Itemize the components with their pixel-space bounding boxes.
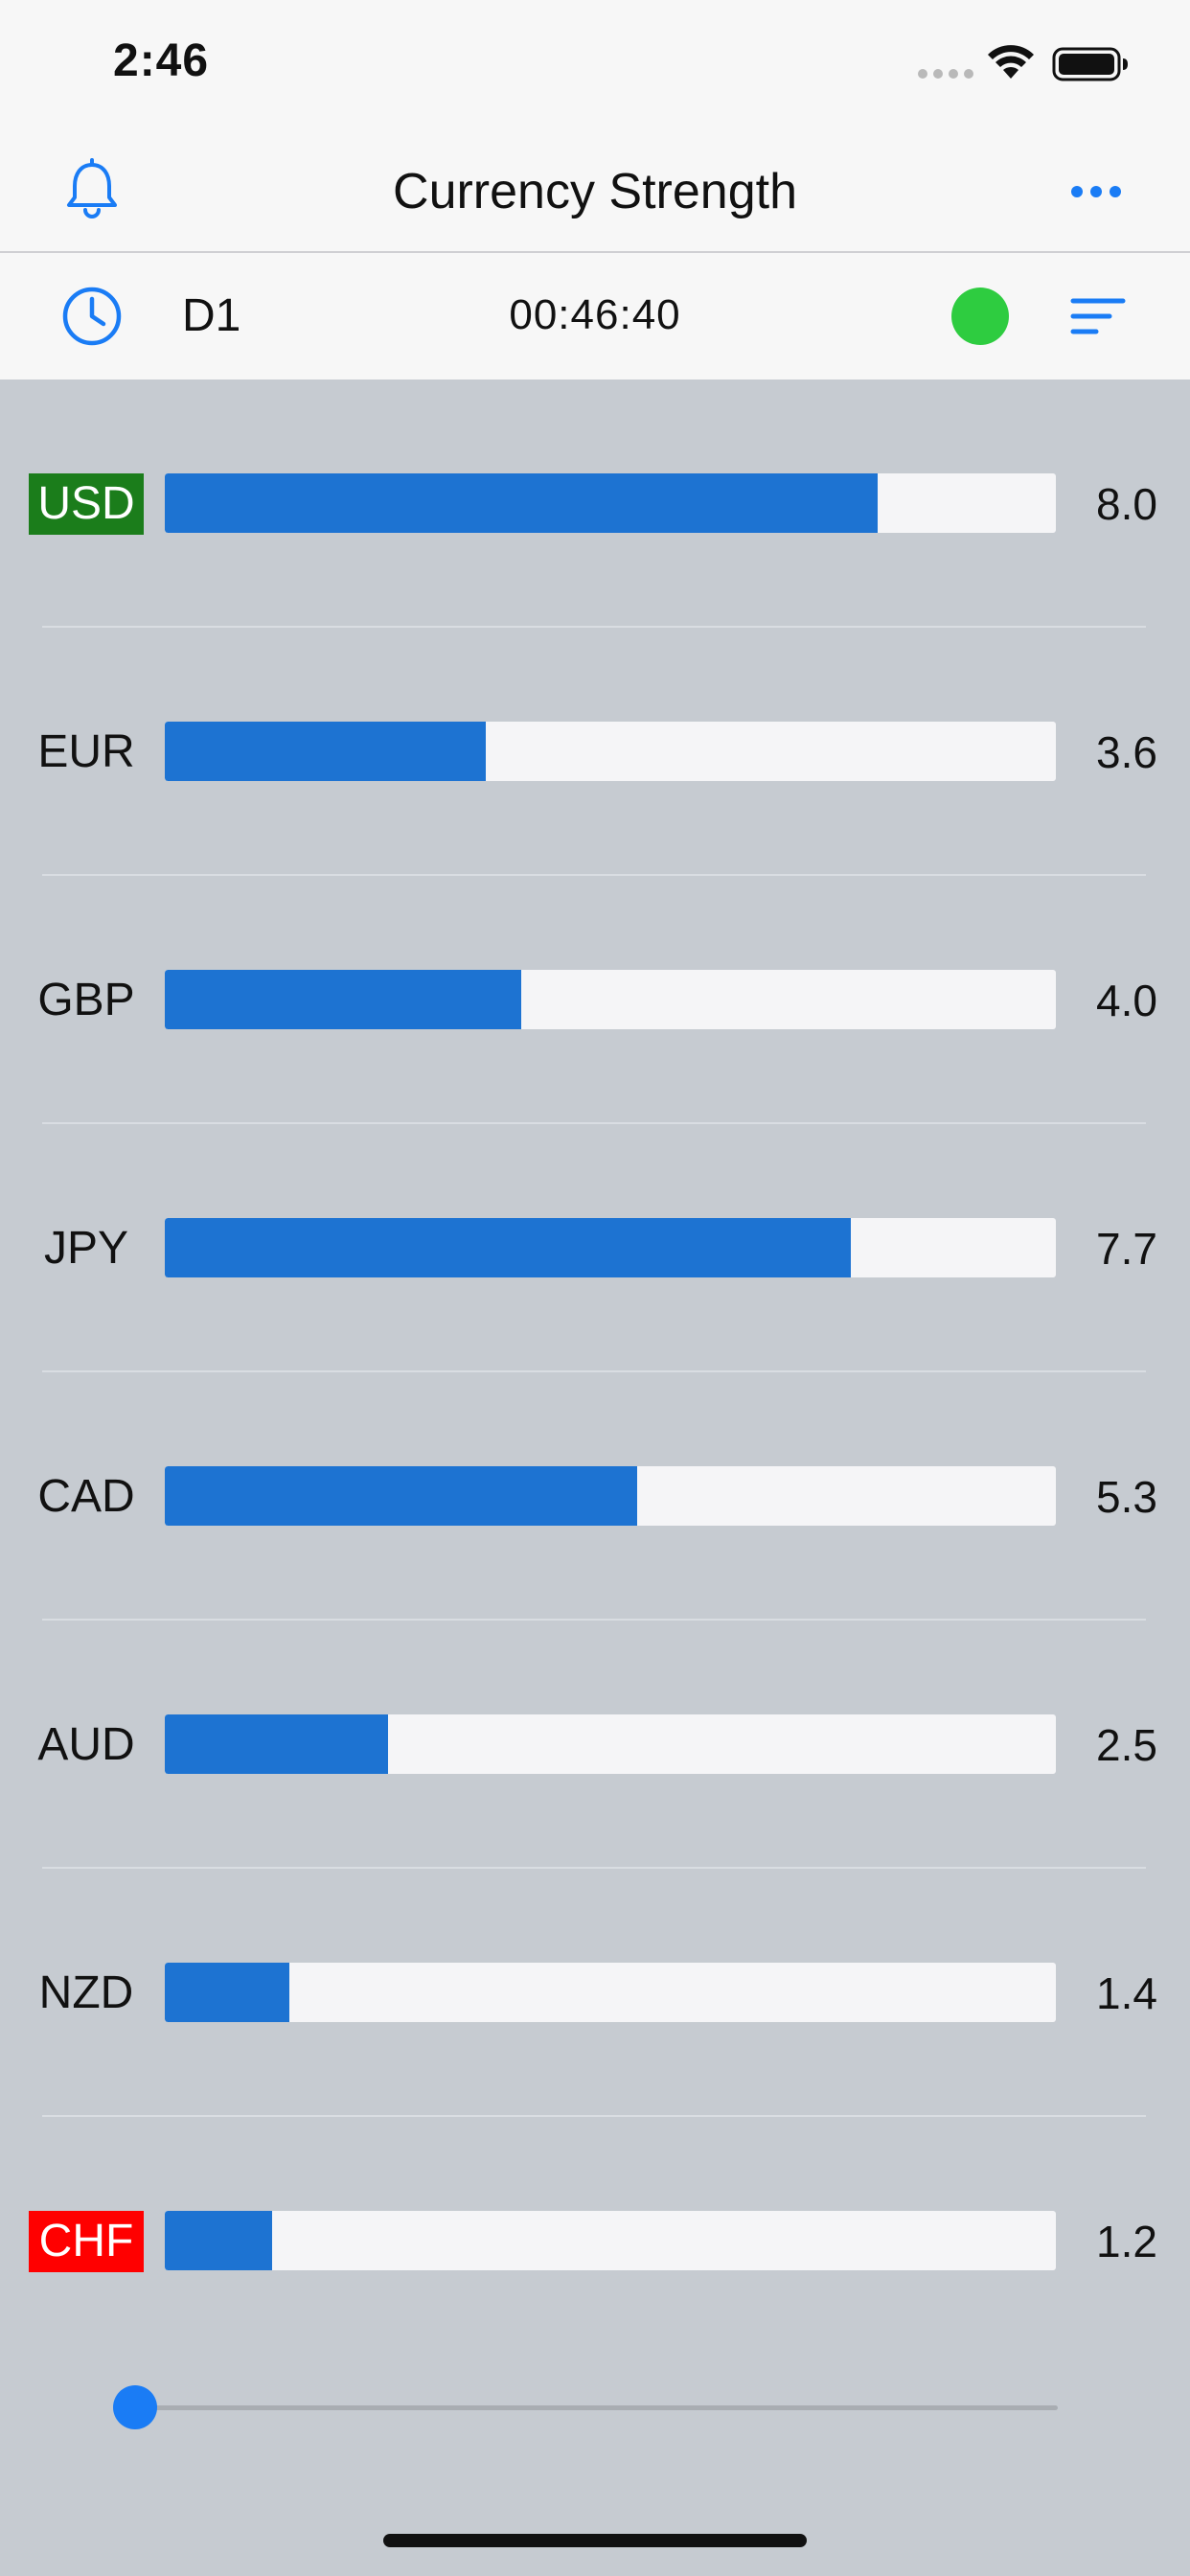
status-time: 2:46 (113, 35, 210, 86)
currency-code: USD (29, 473, 144, 535)
currency-row[interactable]: GBP 4.0 (37, 876, 1157, 1124)
wifi-icon (988, 45, 1034, 79)
slider-thumb[interactable] (113, 2385, 157, 2429)
strength-bar-track (165, 970, 1056, 1029)
currency-code: CHF (29, 2211, 144, 2272)
strength-bar-track (165, 473, 1056, 533)
currency-row[interactable]: NZD 1.4 (39, 1869, 1157, 2117)
currency-row[interactable]: AUD 2.5 (37, 1621, 1157, 1869)
countdown-timer: 00:46:40 (509, 291, 681, 338)
strength-bar-track (165, 722, 1056, 781)
strength-value: 7.7 (1096, 1224, 1157, 1274)
strength-bar-track (165, 1714, 1056, 1774)
strength-bar-fill (165, 722, 486, 781)
navigation-bar: Currency Strength (0, 126, 1190, 253)
strength-value: 2.5 (1096, 1720, 1157, 1770)
strength-bar-track (165, 1218, 1056, 1277)
currency-code: EUR (37, 726, 135, 777)
strength-value: 8.0 (1096, 479, 1157, 529)
history-slider[interactable] (113, 2384, 1058, 2430)
header-area: 2:46 Currency Strength (0, 0, 1190, 253)
currency-code: JPY (43, 1223, 129, 1274)
sort-icon[interactable] (1069, 293, 1127, 339)
strength-value: 3.6 (1096, 727, 1157, 777)
more-options-icon[interactable] (1069, 184, 1123, 199)
currency-code: GBP (37, 975, 135, 1025)
currency-strength-list: USD 8.0 EUR 3.6 GBP 4.0 JPY 7.7 CAD 5.3 … (0, 380, 1190, 2365)
currency-row[interactable]: USD 8.0 (29, 380, 1157, 628)
currency-code: CAD (37, 1471, 135, 1522)
strength-bar-fill (165, 1218, 852, 1277)
page-title: Currency Strength (393, 164, 797, 219)
clock-icon[interactable] (59, 284, 125, 349)
currency-code: AUD (37, 1719, 135, 1770)
cellular-signal-icon (918, 69, 973, 79)
timeframe-selector[interactable]: D1 (182, 290, 241, 341)
battery-icon (1052, 47, 1128, 81)
strength-bar-fill (165, 1466, 637, 1526)
strength-bar-fill (165, 473, 878, 533)
strength-bar-track (165, 2211, 1056, 2270)
strength-bar-fill (165, 970, 521, 1029)
strength-bar-track (165, 1963, 1056, 2022)
currency-code: NZD (38, 1967, 134, 2018)
strength-bar-track (165, 1466, 1056, 1526)
connection-status-indicator (951, 288, 1009, 345)
status-bar: 2:46 (0, 0, 1190, 126)
strength-value: 4.0 (1096, 976, 1157, 1025)
currency-row[interactable]: CHF 1.2 (29, 2117, 1157, 2365)
home-indicator (383, 2534, 807, 2547)
strength-bar-fill (165, 2211, 272, 2270)
currency-row[interactable]: EUR 3.6 (37, 628, 1157, 876)
strength-value: 1.2 (1096, 2217, 1157, 2266)
strength-value: 5.3 (1096, 1472, 1157, 1522)
currency-row[interactable]: CAD 5.3 (37, 1372, 1157, 1621)
strength-value: 1.4 (1096, 1968, 1157, 2018)
strength-bar-fill (165, 1963, 290, 2022)
bell-icon[interactable] (59, 157, 125, 222)
slider-track[interactable] (132, 2405, 1058, 2410)
timeframe-toolbar: D1 00:46:40 (0, 253, 1190, 380)
strength-bar-fill (165, 1714, 388, 1774)
currency-row[interactable]: JPY 7.7 (42, 1124, 1157, 1372)
